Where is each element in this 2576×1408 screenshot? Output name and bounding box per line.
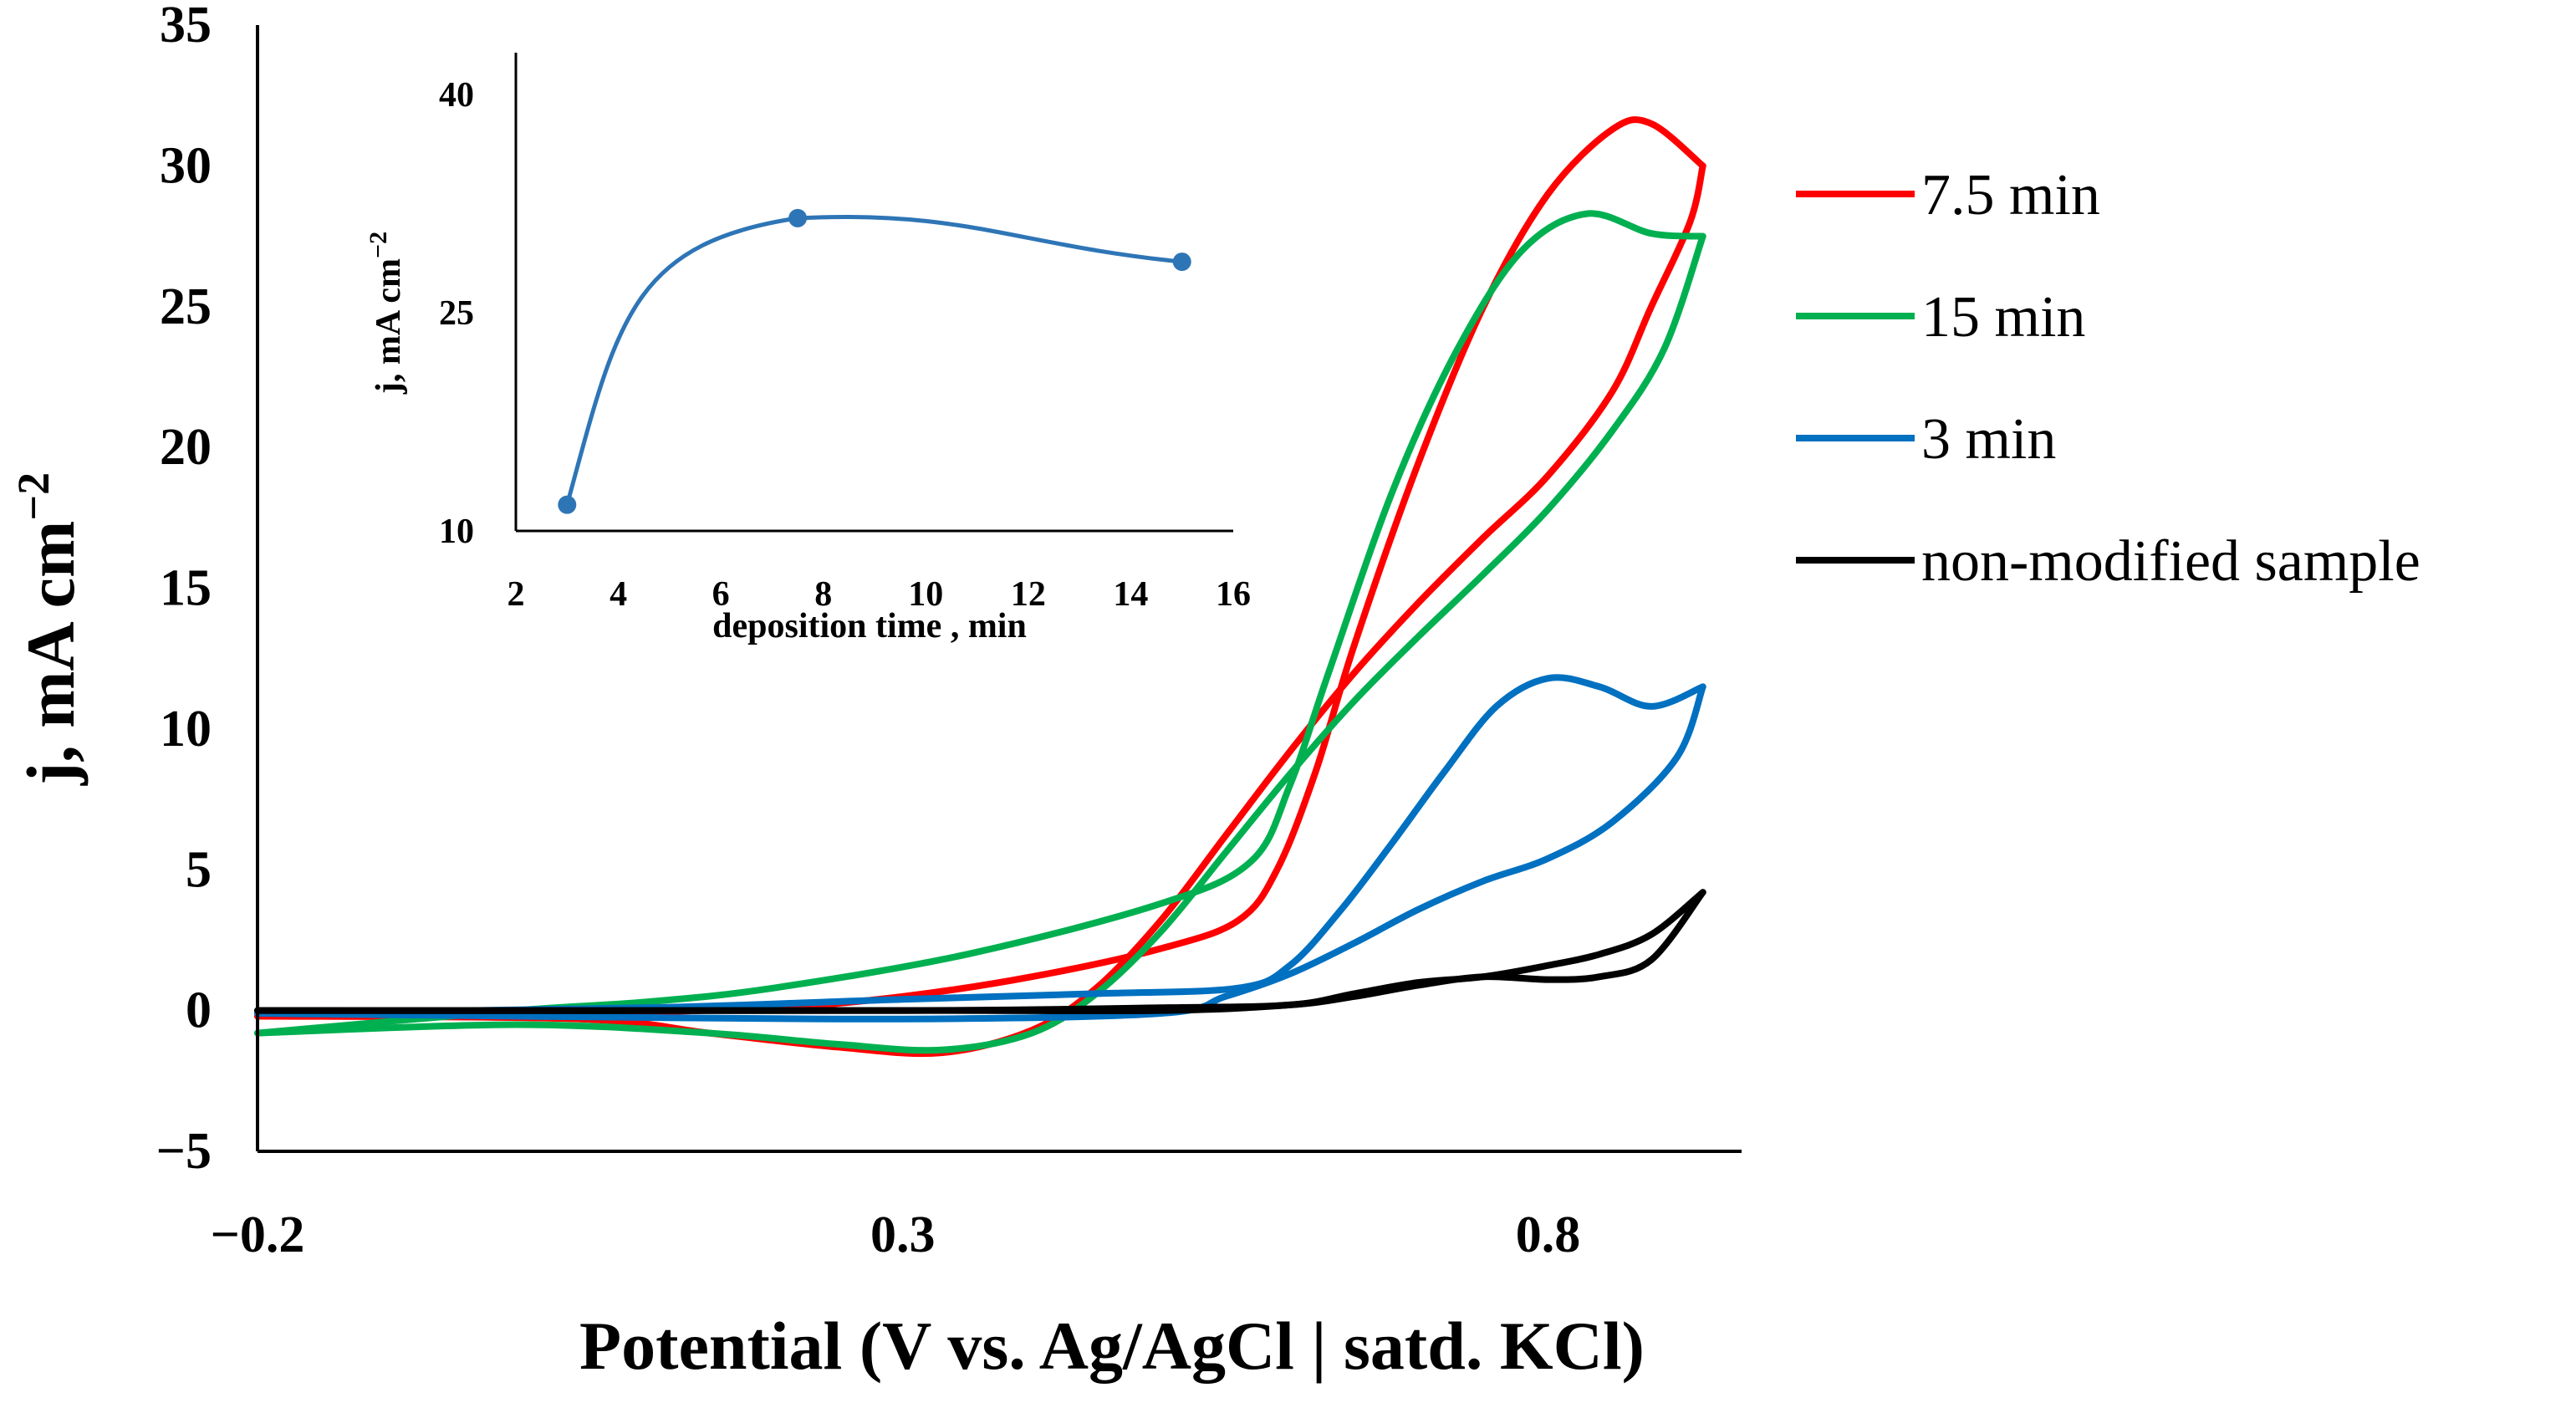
legend-label-non-modified-sample: non-modified sample <box>1921 529 2420 594</box>
series-line-3-min-forward <box>254 683 1706 1023</box>
inset-series-group <box>558 208 1191 514</box>
legend: 7.5 min 15 min 3 min non-modified sample <box>1796 163 2420 594</box>
inset-data-point <box>558 495 577 514</box>
inset-x-axis-title: deposition time , min <box>712 607 1027 645</box>
main-axes <box>256 25 1742 1153</box>
inset-y-tick-label: 25 <box>439 294 474 333</box>
main-y-tick-label: 20 <box>160 419 212 476</box>
main-series-group <box>254 116 1706 1058</box>
inset-data-point <box>788 208 808 227</box>
inset-x-tick-label: 14 <box>1113 575 1148 614</box>
legend-label-15-min: 15 min <box>1921 285 2085 349</box>
main-y-axis-title: j, mA cm−2 <box>8 472 89 786</box>
inset-y-axis-title-text: j, mA cm <box>370 258 408 395</box>
inset-axes <box>514 53 1233 533</box>
series-line-15-min-forward <box>254 232 1706 1054</box>
main-y-tick-label: 5 <box>186 841 212 898</box>
inset-series-line <box>564 214 1182 506</box>
main-y-tick-label: 30 <box>160 137 212 194</box>
main-x-tick-label: 0.3 <box>870 1206 936 1263</box>
inset-x-tick-label: 10 <box>908 575 943 614</box>
main-y-tick-label: 10 <box>160 701 212 758</box>
series-line-non-modified-sample-reverse <box>254 889 1706 1014</box>
main-x-tick-label: 0.8 <box>1516 1206 1581 1263</box>
inset-x-tick-label: 6 <box>712 575 730 614</box>
svg-text:j, mA cm−2: j, mA cm−2 <box>365 232 408 395</box>
series-line-3-min-reverse <box>254 674 1706 1017</box>
main-y-axis-title-text: j, mA cm <box>13 521 89 787</box>
main-y-axis-title-exponent: −2 <box>8 472 59 521</box>
inset-y-axis-title-exponent: −2 <box>365 232 392 258</box>
inset-x-tick-label: 16 <box>1216 575 1251 614</box>
main-y-tick-label: 35 <box>160 0 212 54</box>
main-y-tick-label: −5 <box>156 1123 212 1180</box>
main-x-tick-label: −0.2 <box>211 1206 305 1263</box>
main-y-tick-label: 0 <box>186 982 212 1039</box>
inset-y-tick-label: 10 <box>439 513 474 551</box>
series-line-15-min-reverse <box>254 210 1706 1037</box>
inset-y-axis-title: j, mA cm−2 <box>365 232 408 395</box>
inset-x-tick-label: 8 <box>814 575 832 614</box>
main-tick-labels: −5 0 5 10 15 20 25 30 35 −0.2 0.3 0.8 <box>156 0 1581 1263</box>
legend-label-3-min: 3 min <box>1921 407 2056 472</box>
svg-text:j, mA cm−2: j, mA cm−2 <box>8 472 89 786</box>
main-y-tick-label: 15 <box>160 560 212 617</box>
inset-x-tick-label: 4 <box>610 575 627 614</box>
inset-data-point <box>1172 253 1191 272</box>
main-y-tick-label: 25 <box>160 278 212 335</box>
inset-tick-labels: 10 25 40 2 4 6 8 10 12 14 16 <box>439 76 1251 614</box>
inset-x-tick-label: 2 <box>508 575 525 614</box>
inset-y-tick-label: 40 <box>439 76 474 115</box>
inset-chart: 10 25 40 2 4 6 8 10 12 14 16 deposition time , min… <box>365 53 1251 645</box>
main-x-axis-title: Potential (V vs. Ag/AgCl | satd. KCl) <box>579 1308 1645 1384</box>
inset-x-tick-label: 12 <box>1011 575 1046 614</box>
legend-label-7-5-min: 7.5 min <box>1921 163 2100 227</box>
